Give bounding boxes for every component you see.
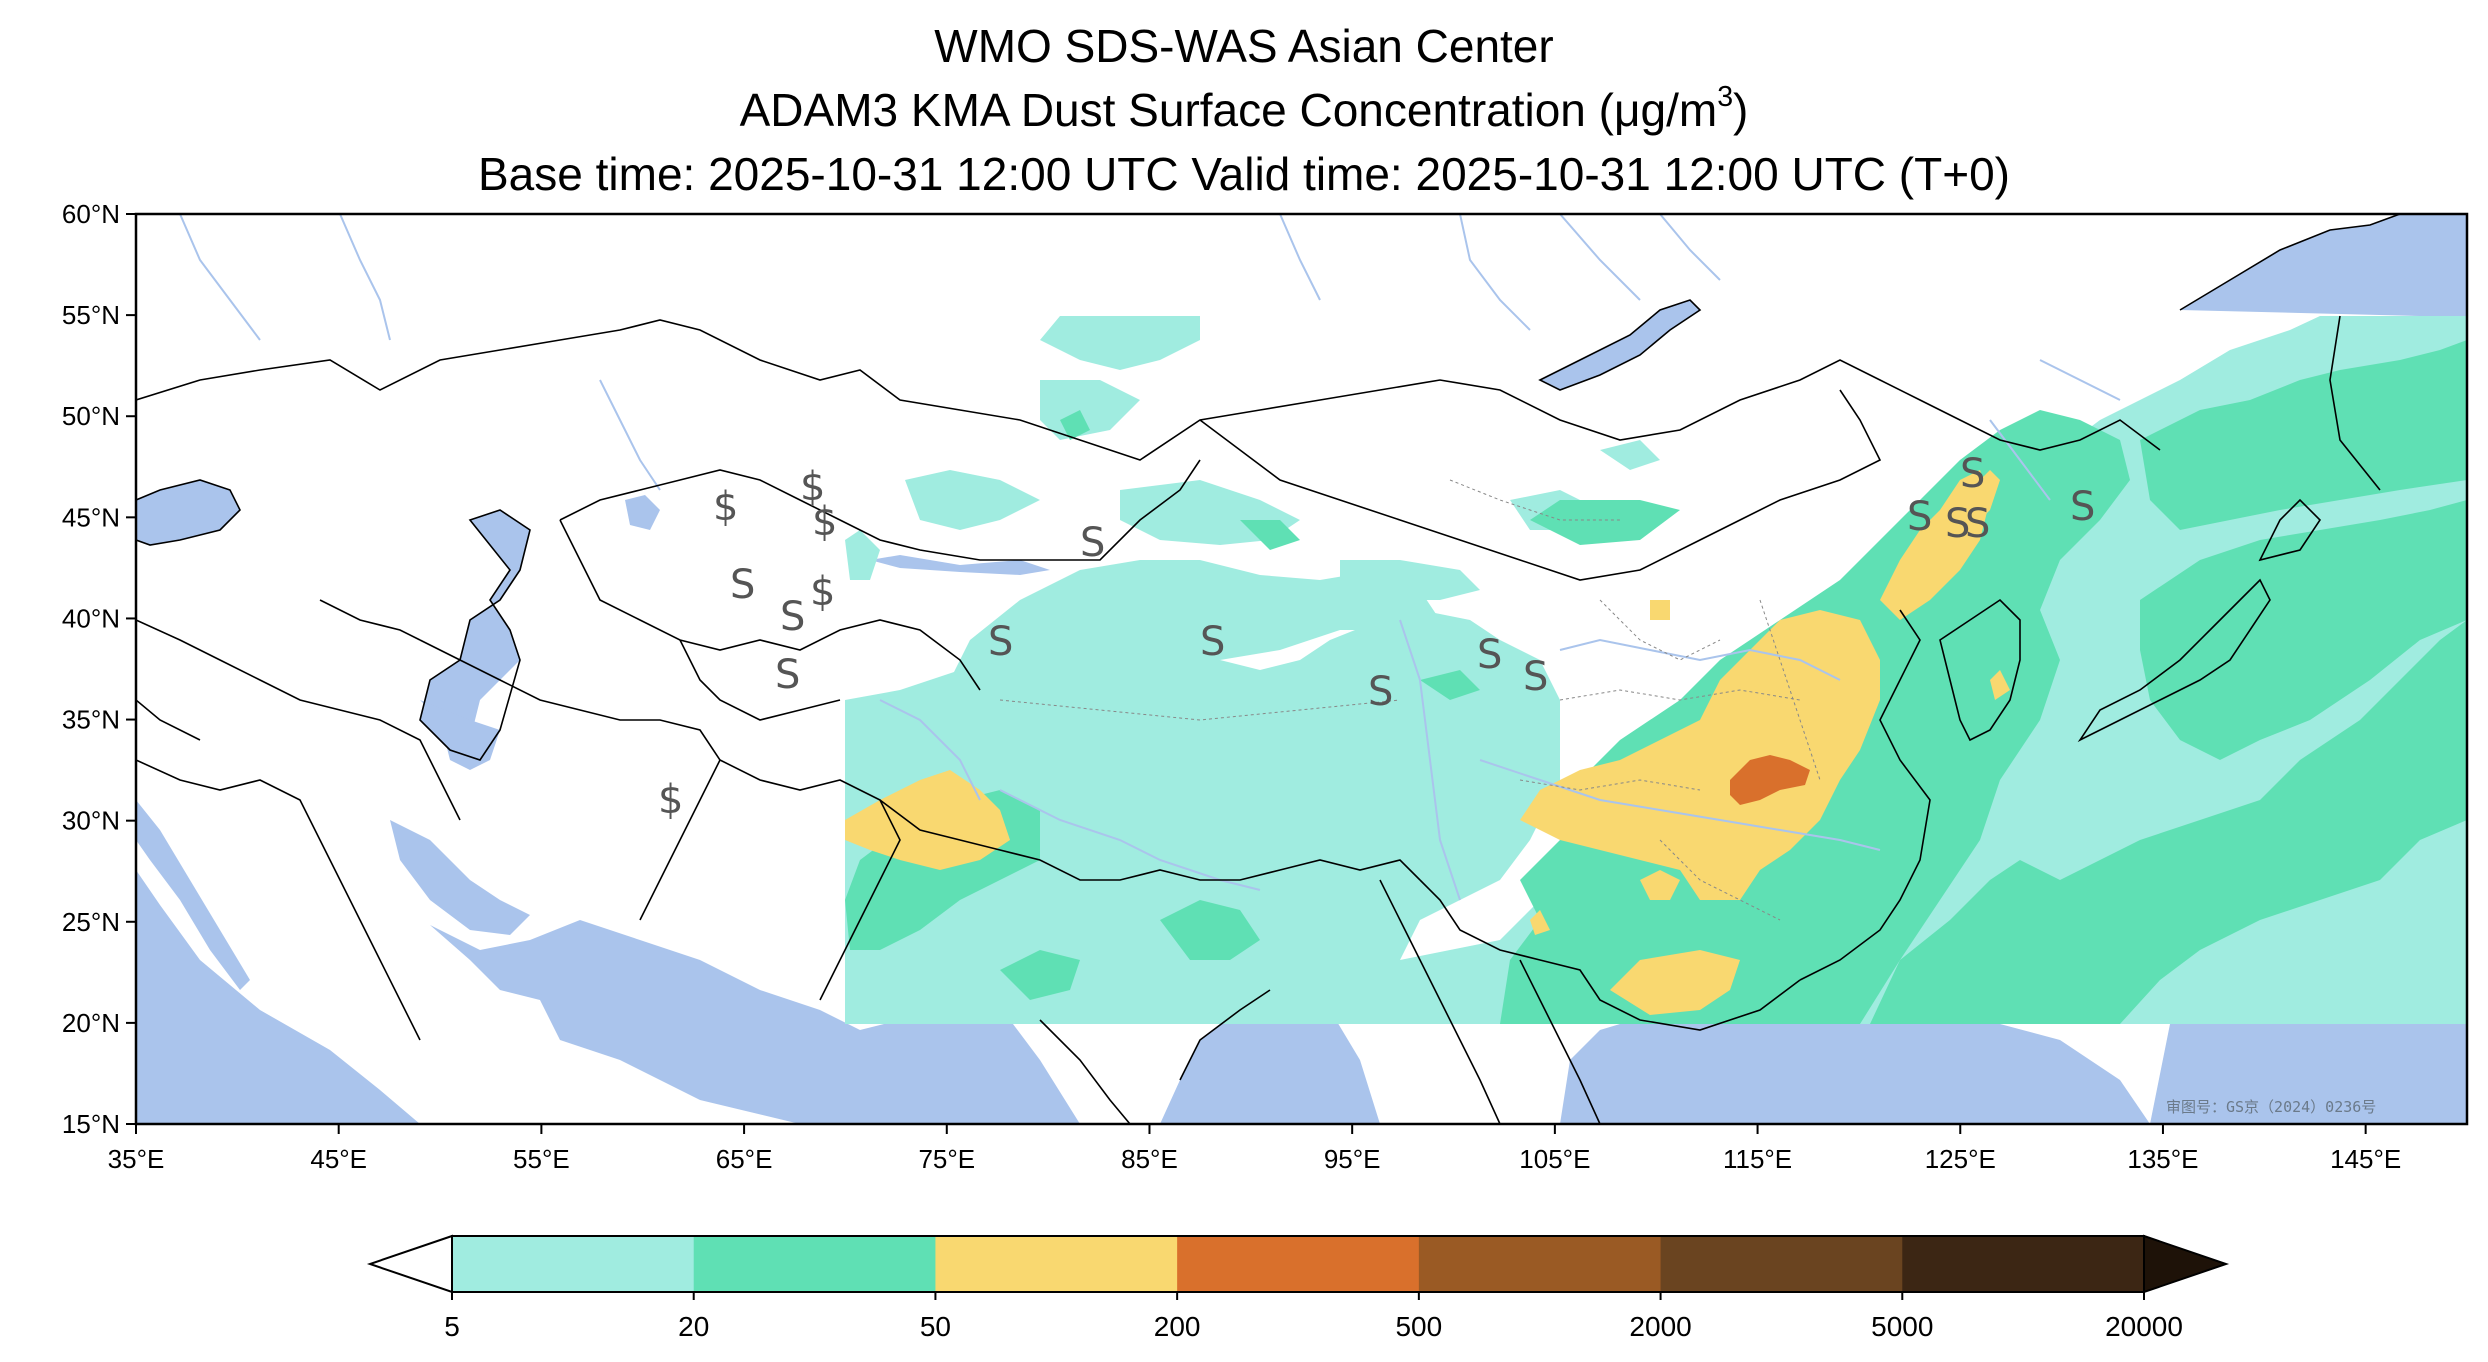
lon-tick-label: 95°E bbox=[1324, 1144, 1381, 1174]
lon-tick-label: 115°E bbox=[1723, 1144, 1792, 1174]
colorbar-level-label: 2000 bbox=[1629, 1311, 1691, 1342]
lat-tick-label: 15°N bbox=[62, 1109, 120, 1139]
persian-gulf bbox=[390, 820, 530, 935]
sandstorm-symbol: S bbox=[988, 619, 1013, 665]
country-borders bbox=[136, 214, 2401, 1124]
lon-tick-label: 105°E bbox=[1519, 1144, 1590, 1174]
colorbar-level-label: 200 bbox=[1154, 1311, 1201, 1342]
sandstorm-symbol: S bbox=[1523, 654, 1548, 700]
lon-tick-label: 35°E bbox=[108, 1144, 165, 1174]
colorbar-under-arrow bbox=[366, 1234, 453, 1294]
sandstorm-symbol: S bbox=[730, 562, 755, 608]
sandstorm-symbol: S bbox=[2070, 484, 2095, 530]
sandstorm-symbol: S bbox=[775, 652, 800, 698]
colorbar: 5 20 50 200 500 2000 5000 20000 bbox=[366, 1234, 2230, 1342]
arabian-sea bbox=[136, 870, 420, 1124]
lon-tick-label: 75°E bbox=[918, 1144, 975, 1174]
rivers bbox=[179, 214, 2121, 901]
lon-tick-label: 85°E bbox=[1121, 1144, 1178, 1174]
sandstorm-symbol: S bbox=[1960, 451, 1985, 497]
lat-tick-label: 35°N bbox=[62, 705, 120, 735]
colorbar-segment bbox=[452, 1236, 695, 1292]
sandstorm-symbol: S bbox=[1477, 632, 1502, 678]
lon-tick-label: 135°E bbox=[2127, 1144, 2198, 1174]
colorbar-level-label: 500 bbox=[1395, 1311, 1442, 1342]
longitude-axis: 35°E 45°E 55°E 65°E 75°E 85°E 95°E 105°E 115°E 12… bbox=[108, 1124, 2401, 1174]
dust-symbol: $ bbox=[713, 484, 738, 530]
lat-tick-label: 25°N bbox=[62, 907, 120, 937]
chart-subtitle: ADAM3 KMA Dust Surface Concentration (μg… bbox=[739, 81, 1749, 136]
colorbar-level-label: 20 bbox=[678, 1311, 709, 1342]
latitude-axis: 60°N 55°N 50°N 45°N 40°N 35°N 30°N 25°N 20°N 15°N bbox=[62, 199, 136, 1139]
sea-of-okhotsk bbox=[2180, 214, 2467, 316]
black-sea bbox=[136, 480, 240, 545]
lon-tick-label: 145°E bbox=[2330, 1144, 2401, 1174]
colorbar-segment bbox=[1177, 1236, 1420, 1292]
aral-sea bbox=[625, 495, 660, 530]
dust-symbol: $ bbox=[810, 569, 835, 615]
lon-tick-label: 55°E bbox=[513, 1144, 570, 1174]
map-approval-stamp: 审图号：GS京（2024）0236号 bbox=[2166, 1098, 2376, 1116]
colorbar-over-arrow bbox=[2143, 1234, 2230, 1294]
colorbar-segment bbox=[693, 1236, 936, 1292]
lat-tick-label: 30°N bbox=[62, 806, 120, 836]
colorbar-frame bbox=[451, 1235, 2145, 1293]
dust-symbol: $ bbox=[800, 464, 825, 510]
lat-tick-label: 20°N bbox=[62, 1008, 120, 1038]
dust-concentration-field bbox=[845, 316, 2467, 1024]
dust-weather-symbols: S S S S S S S S S S S $ $ $ S S $ S $ bbox=[658, 451, 2095, 823]
south-china-sea bbox=[1560, 1024, 2150, 1124]
lat-tick-label: 45°N bbox=[62, 502, 120, 532]
lat-tick-label: 40°N bbox=[62, 603, 120, 633]
colorbar-level-label: 5 bbox=[444, 1311, 460, 1342]
chart-time-info: Base time: 2025-10-31 12:00 UTC Valid ti… bbox=[478, 148, 2010, 200]
pacific-south bbox=[2150, 1024, 2467, 1124]
sandstorm-symbol: S bbox=[1965, 501, 1990, 547]
sandstorm-symbol: S bbox=[1368, 669, 1393, 715]
caspian-sea bbox=[420, 510, 530, 750]
lake-balkhash bbox=[870, 555, 1050, 575]
colorbar-segment bbox=[935, 1236, 1178, 1292]
lat-tick-label: 50°N bbox=[62, 401, 120, 431]
lat-tick-label: 60°N bbox=[62, 199, 120, 229]
sandstorm-symbol: S bbox=[1200, 619, 1225, 665]
province-borders bbox=[999, 479, 1821, 921]
dust-symbol: $ bbox=[812, 499, 837, 545]
sandstorm-symbol: S bbox=[1907, 494, 1932, 540]
sandstorm-symbol: S bbox=[1080, 520, 1105, 566]
lake-baikal bbox=[1540, 300, 1700, 390]
colorbar-level-label: 20000 bbox=[2105, 1311, 2183, 1342]
dust-level-50-200 bbox=[845, 470, 2010, 1015]
sandstorm-symbol: S bbox=[1945, 501, 1970, 547]
lon-tick-label: 45°E bbox=[310, 1144, 367, 1174]
dust-level-200-500 bbox=[1730, 755, 1810, 805]
colorbar-segment bbox=[1902, 1236, 2145, 1292]
lon-tick-label: 65°E bbox=[716, 1144, 773, 1174]
lat-tick-label: 55°N bbox=[62, 300, 120, 330]
gulf-of-oman bbox=[430, 920, 1080, 1124]
map-frame bbox=[134, 212, 2469, 1126]
sandstorm-symbol: S bbox=[780, 594, 805, 640]
colorbar-segment bbox=[1660, 1236, 1903, 1292]
red-sea bbox=[136, 800, 250, 990]
caspian-south bbox=[420, 700, 500, 770]
colorbar-level-label: 5000 bbox=[1871, 1311, 1933, 1342]
map-area: S S S S S S S S S S S $ $ $ S S $ S $ 审图… bbox=[136, 214, 2467, 1124]
colorbar-level-label: 50 bbox=[920, 1311, 951, 1342]
lon-tick-label: 125°E bbox=[1925, 1144, 1996, 1174]
colorbar-segment bbox=[1418, 1236, 1662, 1292]
dust-symbol: $ bbox=[658, 777, 683, 823]
chart-title: WMO SDS-WAS Asian Center bbox=[934, 20, 1554, 72]
